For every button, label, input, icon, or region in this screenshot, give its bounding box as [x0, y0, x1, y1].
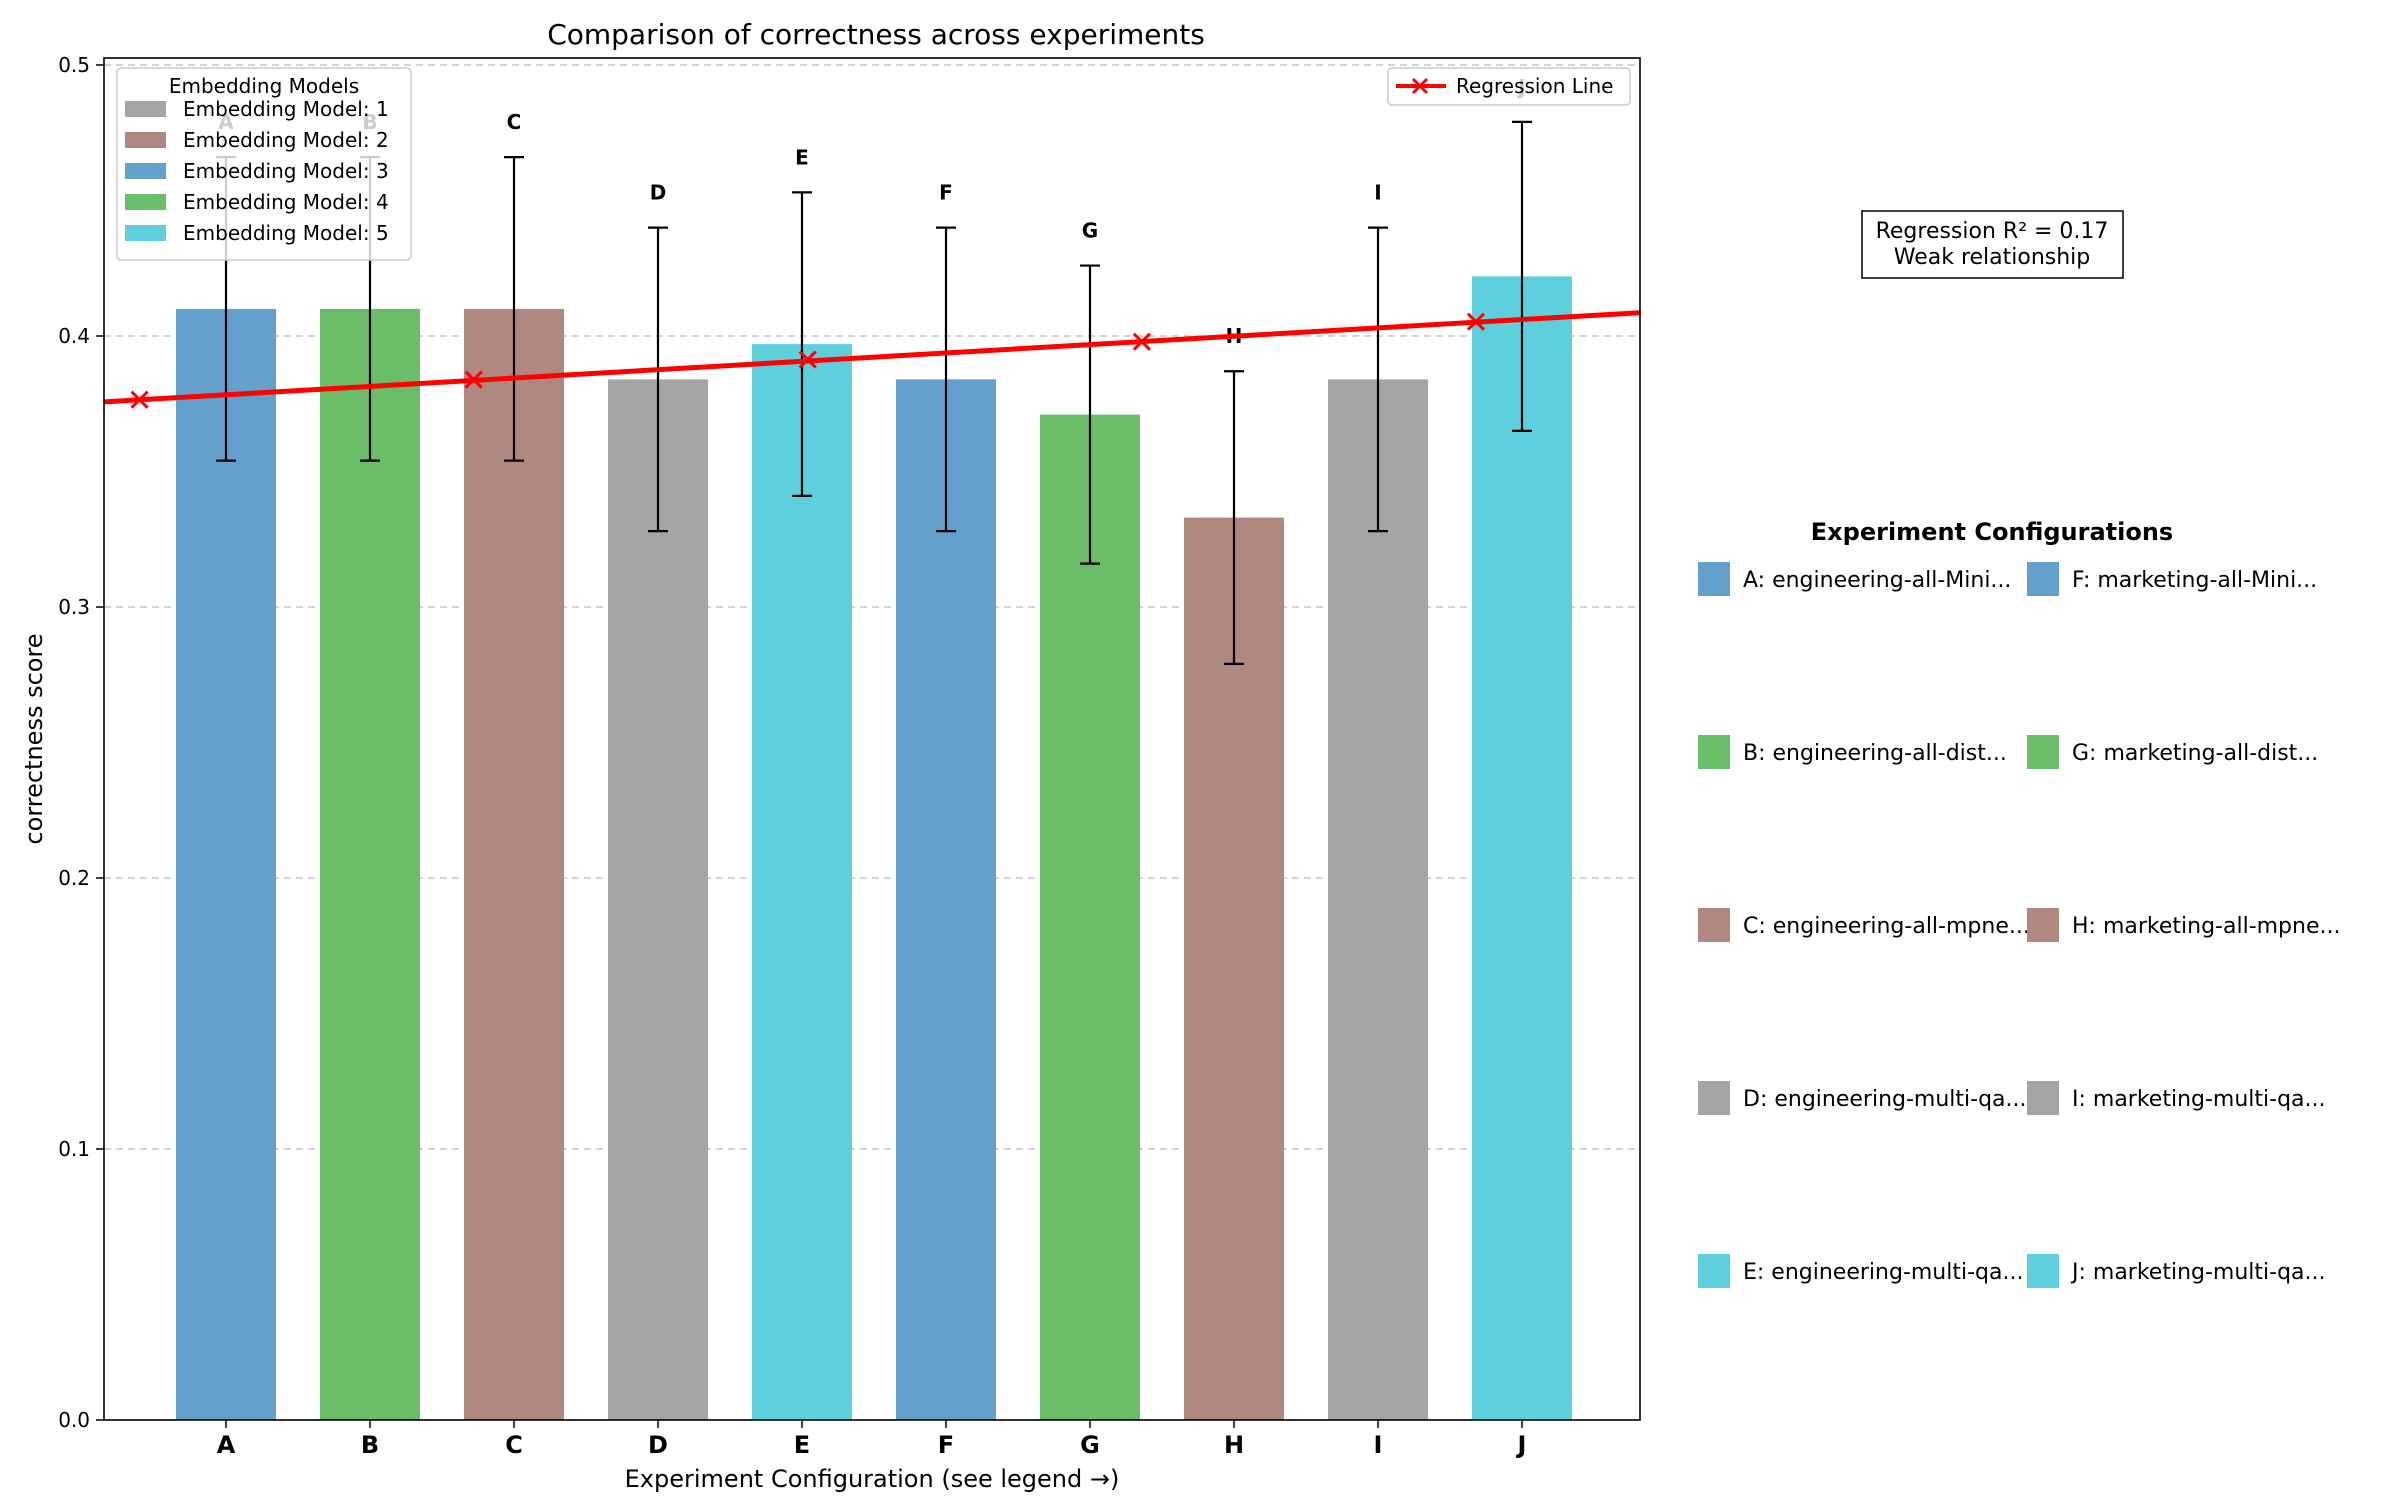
- config-legend-label: C: engineering-all-mpne...: [1743, 914, 2030, 939]
- regression-trend: [103, 310, 1641, 405]
- x-tick-label: F: [938, 1431, 954, 1459]
- regression-marker: [1132, 332, 1151, 351]
- model-legend-swatch: [125, 225, 166, 241]
- x-tick-label: C: [505, 1431, 523, 1459]
- bar-label: F: [939, 181, 953, 205]
- bar: [320, 308, 420, 1420]
- config-legend-label: B: engineering-all-dist...: [1743, 741, 2007, 766]
- regression-legend-label: Regression Line: [1456, 74, 1613, 98]
- x-tick-label: B: [361, 1431, 379, 1459]
- bar: [752, 344, 852, 1420]
- config-legend-label: J: marketing-multi-qa...: [2070, 1260, 2326, 1285]
- regression-legend: Regression Line: [1387, 67, 1631, 106]
- bar: [1328, 379, 1428, 1420]
- config-legend-swatch: [1698, 562, 1730, 596]
- model-legend-label: Embedding Model: 5: [183, 221, 389, 245]
- bars: [176, 276, 1572, 1421]
- model-legend-label: Embedding Model: 3: [183, 159, 389, 183]
- model-legend-label: Embedding Model: 1: [183, 97, 389, 121]
- x-tick-label: D: [648, 1431, 668, 1459]
- config-legend-swatch: [2027, 1081, 2059, 1115]
- annotation-line-1: Regression R² = 0.17: [1876, 219, 2109, 244]
- regression-line: [103, 310, 1641, 409]
- x-tick-label: A: [217, 1431, 236, 1459]
- annotation-line-2: Weak relationship: [1894, 245, 2091, 270]
- bar: [1040, 414, 1140, 1421]
- x-tick-label: G: [1080, 1431, 1100, 1459]
- config-legend-label: I: marketing-multi-qa...: [2072, 1087, 2326, 1112]
- x-tick-label: J: [1516, 1431, 1527, 1459]
- config-legend-swatch: [1698, 908, 1730, 942]
- y-tick-label: 0.0: [58, 1408, 90, 1432]
- y-axis-label: correctness score: [20, 633, 48, 844]
- regression-marker: [130, 390, 149, 409]
- config-legend-label: E: engineering-multi-qa...: [1743, 1260, 2023, 1285]
- regression-marker: [464, 370, 483, 389]
- regression-legend-box: [1387, 67, 1631, 106]
- error-bars: [216, 120, 1532, 666]
- bar: [464, 308, 564, 1420]
- bar-label: I: [1374, 181, 1381, 205]
- y-tick-label: 0.4: [58, 324, 90, 348]
- regression-marker: [1466, 312, 1485, 331]
- plot-frame: [103, 57, 1641, 1421]
- config-legend-title: Experiment Configurations: [1811, 518, 2173, 546]
- y-tick-label: 0.1: [58, 1137, 90, 1161]
- model-legend-label: Embedding Model: 4: [183, 190, 389, 214]
- bar: [176, 308, 276, 1420]
- chart-title: Comparison of correctness across experim…: [547, 18, 1205, 51]
- config-legend-label: D: engineering-multi-qa...: [1743, 1087, 2027, 1112]
- config-legend-label: H: marketing-all-mpne...: [2072, 914, 2340, 939]
- y-tick-label: 0.5: [58, 53, 90, 77]
- config-legend-swatch: [1698, 735, 1730, 769]
- bar: [1472, 276, 1572, 1420]
- x-tick-label: H: [1224, 1431, 1244, 1459]
- model-legend-swatch: [125, 132, 166, 148]
- bar-label: C: [507, 110, 522, 134]
- model-legend-box: [116, 67, 412, 261]
- config-legend-swatch: [2027, 1254, 2059, 1288]
- config-legend-swatch: [1698, 1081, 1730, 1115]
- model-legend: Embedding Models Embedding Model: 1 Embed…: [116, 67, 412, 261]
- config-legend-swatch: [2027, 562, 2059, 596]
- bar: [608, 379, 708, 1420]
- model-legend-swatch: [125, 194, 166, 210]
- config-legend-label: F: marketing-all-Mini...: [2072, 568, 2317, 593]
- model-legend-label: Embedding Model: 2: [183, 128, 389, 152]
- model-legend-swatch: [125, 101, 166, 117]
- config-legend-swatch: [2027, 735, 2059, 769]
- bar: [1184, 517, 1284, 1420]
- config-legend-swatch: [1698, 1254, 1730, 1288]
- regression-legend-marker: [1411, 77, 1429, 95]
- y-axis: 0.0 0.1 0.2 0.3 0.4 0.5: [58, 53, 104, 1432]
- model-legend-swatch: [125, 163, 166, 179]
- x-axis-label: Experiment Configuration (see legend →): [625, 1465, 1120, 1493]
- bar-label: D: [650, 181, 667, 205]
- bar-label: G: [1082, 219, 1098, 243]
- annotation-box: [1861, 210, 2124, 279]
- x-axis: A B C D E F G H I J: [217, 1420, 1527, 1459]
- config-legend-label: A: engineering-all-Mini...: [1743, 568, 2011, 593]
- config-legend-label: G: marketing-all-dist...: [2072, 741, 2318, 766]
- config-legend-swatch: [2027, 908, 2059, 942]
- config-legend: Experiment Configurations A: engineering…: [1698, 518, 2340, 1288]
- regression-marker: [798, 350, 817, 369]
- model-legend-title: Embedding Models: [169, 74, 359, 98]
- x-tick-label: E: [794, 1431, 810, 1459]
- regression-annotation: Regression R² = 0.17 Weak relationship: [1861, 210, 2124, 279]
- bar: [896, 379, 996, 1420]
- bar-label: E: [795, 145, 809, 169]
- x-tick-label: I: [1374, 1431, 1383, 1459]
- y-tick-label: 0.3: [58, 595, 90, 619]
- y-tick-label: 0.2: [58, 866, 90, 890]
